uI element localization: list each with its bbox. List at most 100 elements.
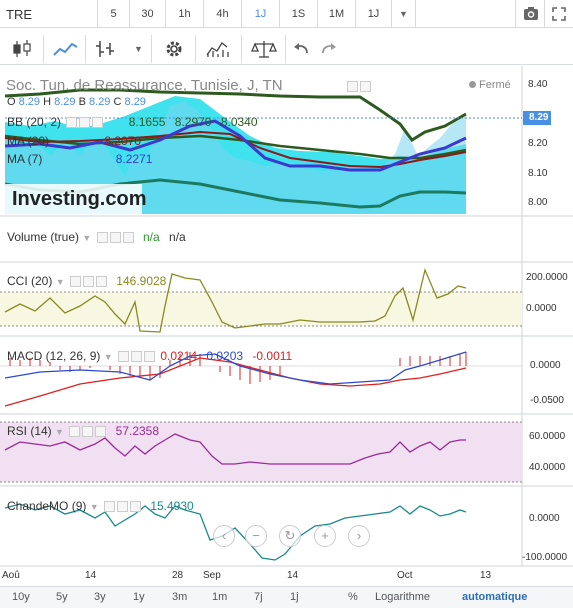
timeframe-30[interactable]: 30: [130, 0, 166, 28]
macd-hist-value: -0.0011: [252, 349, 293, 363]
timeframe-label: 30: [141, 8, 154, 20]
settings-icon[interactable]: [117, 351, 129, 363]
redo-icon: [322, 43, 336, 54]
chevron-down-icon[interactable]: ▼: [55, 277, 65, 287]
status-text: Fermé: [479, 79, 511, 91]
camera-icon: [524, 7, 538, 20]
y-tick: 0.0000: [529, 513, 560, 524]
chart-type-dropdown[interactable]: ▼: [126, 35, 152, 63]
scroll-right-button[interactable]: ›: [348, 525, 370, 547]
y-tick: 8.10: [528, 168, 548, 179]
chevron-down-icon[interactable]: ▼: [82, 233, 92, 243]
indicators-button[interactable]: [196, 35, 242, 63]
ma7-line: [4, 119, 467, 172]
compare-button[interactable]: [242, 35, 286, 63]
timeframe-label: 1h: [178, 8, 191, 20]
close-icon[interactable]: [92, 117, 104, 129]
timeframe-1j[interactable]: 1J: [242, 0, 280, 28]
range-1j[interactable]: 1j: [290, 591, 299, 603]
timeframe-5[interactable]: 5: [98, 0, 130, 28]
range-1m[interactable]: 1m: [212, 591, 228, 603]
settings-icon[interactable]: [130, 351, 142, 363]
volume-value-1: n/a: [142, 230, 160, 244]
range-5y[interactable]: 5y: [56, 591, 68, 603]
settings-icon[interactable]: [82, 276, 94, 288]
y-tick: 8.00: [528, 197, 548, 208]
undo-button[interactable]: [288, 35, 314, 63]
symbol-field[interactable]: TRE: [0, 0, 98, 28]
chevron-down-icon[interactable]: ▼: [55, 427, 64, 437]
area-chart-button[interactable]: [44, 35, 86, 63]
range-10y[interactable]: 10y: [12, 591, 30, 603]
chevron-down-icon: ▼: [399, 9, 408, 19]
timeframe-1j-b[interactable]: 1J: [356, 0, 392, 28]
settings-icon[interactable]: [103, 501, 115, 513]
zoom-out-button[interactable]: −: [245, 525, 267, 547]
close-icon[interactable]: [143, 351, 155, 363]
chandemo-name: ChandeMO (9): [7, 499, 87, 513]
investing-logo: Investing.com: [12, 188, 146, 211]
range-3y[interactable]: 3y: [94, 591, 106, 603]
reset-button[interactable]: ↻: [279, 525, 301, 547]
settings-button[interactable]: [152, 35, 196, 63]
scroll-left-button[interactable]: ‹: [213, 525, 235, 547]
macd-signal-line: [4, 357, 467, 407]
chevron-down-icon[interactable]: ▼: [103, 352, 113, 362]
timeframe-label: 1S: [291, 8, 306, 20]
auto-toggle[interactable]: automatique: [462, 591, 528, 603]
area-chart-icon: [53, 42, 78, 56]
settings-icon[interactable]: [116, 501, 128, 513]
timeframe-1m[interactable]: 1M: [318, 0, 356, 28]
x-tick: 13: [480, 570, 492, 581]
high-label: H: [43, 96, 52, 108]
range-1y[interactable]: 1y: [133, 591, 145, 603]
percent-toggle[interactable]: %: [348, 591, 358, 603]
settings-icon[interactable]: [69, 426, 81, 438]
volume-legend: Volume (true) ▼ n/a n/a: [7, 230, 186, 244]
close-icon[interactable]: [360, 81, 371, 93]
chevron-down-icon[interactable]: ▼: [89, 502, 99, 512]
ma7-value: 8.2271: [115, 152, 153, 166]
close-icon[interactable]: [95, 276, 107, 288]
close-icon[interactable]: [129, 501, 141, 513]
close-icon[interactable]: [122, 232, 134, 244]
range-3m[interactable]: 3m: [172, 591, 188, 603]
zoom-in-button[interactable]: +: [314, 525, 336, 547]
timeframe-4h[interactable]: 4h: [204, 0, 242, 28]
settings-icon[interactable]: [347, 81, 358, 93]
cci-value: 146.9028: [116, 274, 167, 288]
log-toggle[interactable]: Logarithme: [375, 591, 431, 603]
candlestick-icon: [13, 40, 31, 57]
macd-value: 0.0214: [160, 349, 198, 363]
timeframe-1s[interactable]: 1S: [280, 0, 318, 28]
settings-icon[interactable]: [109, 232, 121, 244]
ma20-name: MA (20): [7, 134, 50, 148]
candlestick-button[interactable]: [4, 35, 44, 63]
compare-icon: [251, 41, 277, 58]
bar-chart-button[interactable]: [86, 35, 126, 63]
settings-icon[interactable]: [69, 276, 81, 288]
timeframe-label: 1J: [367, 8, 380, 20]
chart-canvas[interactable]: [0, 66, 573, 586]
redo-button[interactable]: [316, 35, 342, 63]
y-tick: 60.0000: [529, 431, 566, 442]
cci-name: CCI (20): [7, 274, 53, 288]
ma7-name: MA (7): [7, 152, 43, 166]
range-7j[interactable]: 7j: [254, 591, 263, 603]
screenshot-button[interactable]: [515, 0, 545, 28]
settings-icon[interactable]: [79, 117, 91, 129]
fullscreen-button[interactable]: [545, 0, 573, 28]
volume-value-2: n/a: [169, 230, 186, 244]
macd-line: [4, 351, 467, 385]
rsi-name: RSI (14): [7, 424, 52, 438]
timeframe-dropdown[interactable]: ▼: [392, 0, 416, 28]
chevron-left-icon: ‹: [221, 528, 227, 543]
settings-icon[interactable]: [66, 117, 78, 129]
timeframe-label: 1J: [254, 8, 267, 20]
bb-middle-value: 8.1655: [128, 115, 166, 129]
timeframe-label: 1M: [328, 8, 345, 20]
timeframe-1h[interactable]: 1h: [166, 0, 204, 28]
close-icon[interactable]: [95, 426, 107, 438]
settings-icon[interactable]: [82, 426, 94, 438]
settings-icon[interactable]: [96, 232, 108, 244]
